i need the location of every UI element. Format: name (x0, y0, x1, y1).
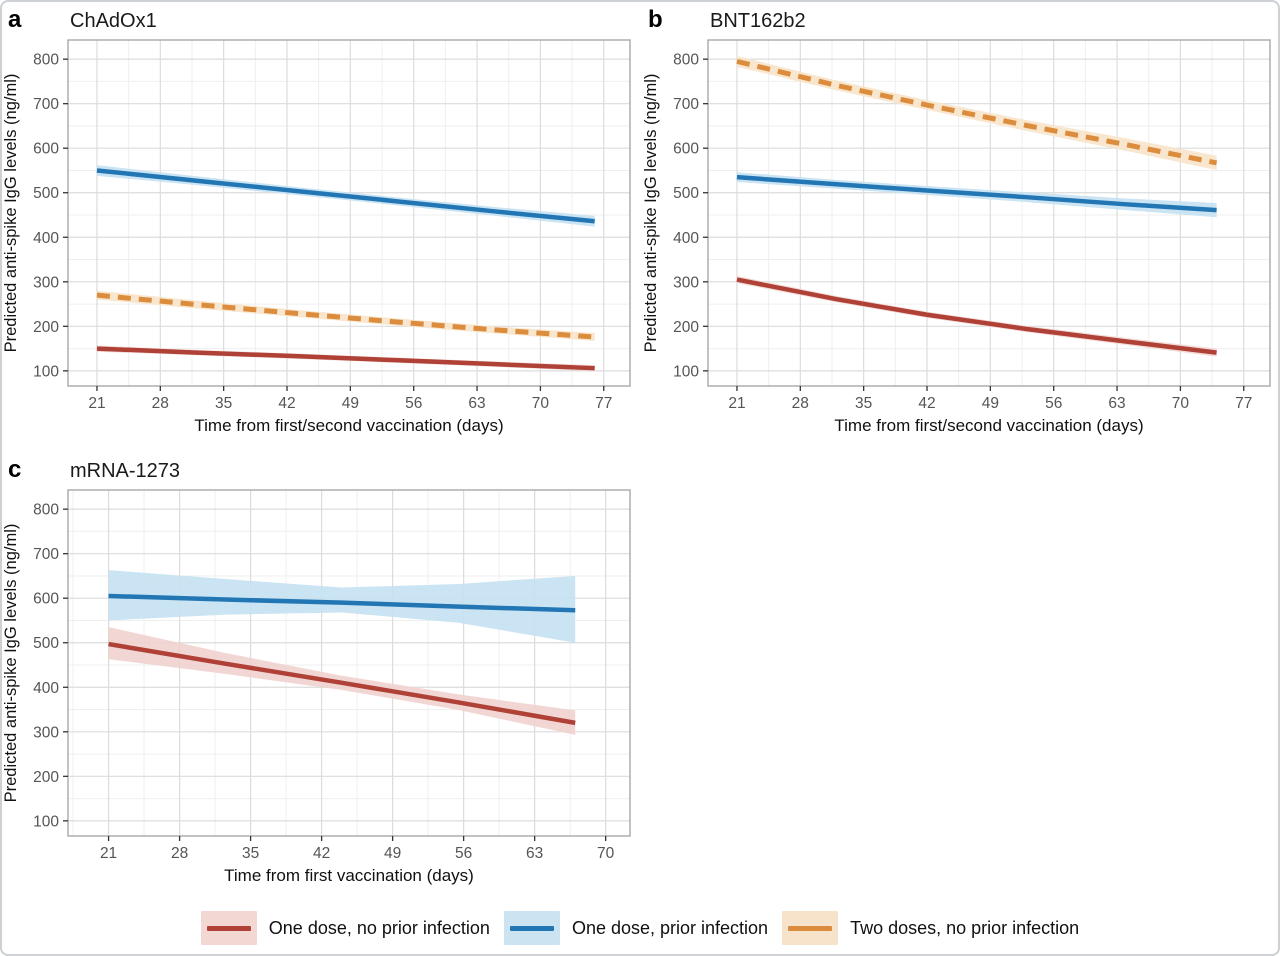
svg-text:200: 200 (33, 319, 59, 336)
legend-key-red-swatch (200, 911, 257, 945)
svg-text:49: 49 (982, 395, 999, 412)
svg-text:35: 35 (215, 395, 232, 412)
svg-text:400: 400 (33, 230, 59, 247)
svg-text:300: 300 (673, 274, 699, 291)
svg-text:200: 200 (673, 319, 699, 336)
svg-text:a: a (8, 6, 22, 33)
svg-text:c: c (8, 456, 21, 483)
svg-text:42: 42 (313, 845, 330, 862)
panel-a-chadox1-chart: 21 28 35 42 49 56 63 70 77 100 200 300 400 500 600 700 8… (0, 2, 640, 442)
svg-text:mRNA-1273: mRNA-1273 (70, 460, 180, 482)
svg-text:42: 42 (278, 395, 295, 412)
svg-text:70: 70 (532, 395, 550, 412)
svg-text:Predicted anti-spike IgG level: Predicted anti-spike IgG levels (ng/ml) (2, 524, 20, 803)
svg-text:Time from first/second vaccina: Time from first/second vaccination (days… (194, 416, 503, 435)
svg-text:100: 100 (33, 813, 59, 830)
svg-text:800: 800 (33, 502, 59, 519)
orange-line-icon (788, 925, 833, 931)
svg-text:300: 300 (33, 724, 59, 741)
svg-text:100: 100 (673, 363, 699, 380)
legend-item-one-dose-prior: One dose, prior infection (503, 911, 769, 945)
panel-c-mrna1273-chart: 21 28 35 42 49 56 63 70 100 200 300 400 500 600 700 800… (0, 452, 640, 892)
svg-text:600: 600 (33, 141, 59, 158)
svg-text:56: 56 (455, 845, 472, 862)
panel-a-svg: 21 28 35 42 49 56 63 70 77 100 200 300 400 500 600 700 8… (2, 6, 631, 435)
svg-text:Time from first vaccination (d: Time from first vaccination (days) (224, 866, 474, 885)
panel-c-svg: 21 28 35 42 49 56 63 70 100 200 300 400 500 600 700 800… (2, 456, 631, 885)
svg-text:500: 500 (33, 185, 59, 202)
svg-text:49: 49 (384, 845, 401, 862)
svg-text:63: 63 (468, 395, 485, 412)
svg-text:ChAdOx1: ChAdOx1 (70, 10, 157, 32)
svg-text:800: 800 (673, 52, 699, 69)
legend-label: One dose, no prior infection (268, 917, 490, 938)
svg-text:63: 63 (526, 845, 543, 862)
svg-text:63: 63 (1108, 395, 1125, 412)
svg-text:Predicted anti-spike IgG level: Predicted anti-spike IgG levels (ng/ml) (2, 74, 20, 353)
svg-text:BNT162b2: BNT162b2 (710, 10, 806, 32)
legend-item-one-dose-no-prior: One dose, no prior infection (200, 911, 490, 945)
legend-key-blue-swatch (503, 911, 560, 945)
svg-text:21: 21 (100, 845, 117, 862)
svg-text:35: 35 (242, 845, 259, 862)
svg-text:77: 77 (595, 395, 612, 412)
legend-item-two-doses-no-prior: Two doses, no prior infection (782, 911, 1079, 945)
svg-text:21: 21 (88, 395, 105, 412)
panel-b-bnt162b2-chart: 21 28 35 42 49 56 63 70 77 100 200 300 400 500 600 700 8… (640, 2, 1280, 442)
svg-text:Time from first/second vaccina: Time from first/second vaccination (days… (834, 416, 1143, 435)
svg-text:77: 77 (1235, 395, 1252, 412)
svg-text:400: 400 (673, 230, 699, 247)
svg-text:70: 70 (1172, 395, 1190, 412)
svg-text:400: 400 (33, 680, 59, 697)
svg-text:28: 28 (171, 845, 188, 862)
svg-text:600: 600 (673, 141, 699, 158)
svg-text:600: 600 (33, 591, 59, 608)
svg-text:800: 800 (33, 52, 59, 69)
svg-text:56: 56 (405, 395, 422, 412)
svg-text:35: 35 (855, 395, 872, 412)
svg-text:100: 100 (33, 363, 59, 380)
svg-text:200: 200 (33, 769, 59, 786)
svg-text:700: 700 (33, 96, 59, 113)
legend-label: One dose, prior infection (571, 917, 769, 938)
svg-text:42: 42 (918, 395, 935, 412)
svg-text:500: 500 (33, 635, 59, 652)
svg-text:28: 28 (152, 395, 169, 412)
blue-line-icon (509, 925, 554, 931)
svg-text:700: 700 (33, 546, 59, 563)
svg-text:56: 56 (1045, 395, 1062, 412)
svg-text:Predicted anti-spike IgG level: Predicted anti-spike IgG levels (ng/ml) (642, 74, 660, 353)
legend: One dose, no prior infection One dose, p… (0, 904, 1280, 952)
legend-label: Two doses, no prior infection (850, 917, 1080, 938)
svg-text:21: 21 (728, 395, 745, 412)
panel-b-svg: 21 28 35 42 49 56 63 70 77 100 200 300 400 500 600 700 8… (642, 6, 1271, 435)
svg-text:500: 500 (673, 185, 699, 202)
svg-text:300: 300 (33, 274, 59, 291)
legend-key-orange-swatch (782, 911, 839, 945)
svg-text:28: 28 (792, 395, 809, 412)
svg-text:b: b (648, 6, 663, 33)
svg-text:49: 49 (342, 395, 359, 412)
svg-text:70: 70 (597, 845, 615, 862)
red-line-icon (206, 925, 251, 931)
svg-text:700: 700 (673, 96, 699, 113)
